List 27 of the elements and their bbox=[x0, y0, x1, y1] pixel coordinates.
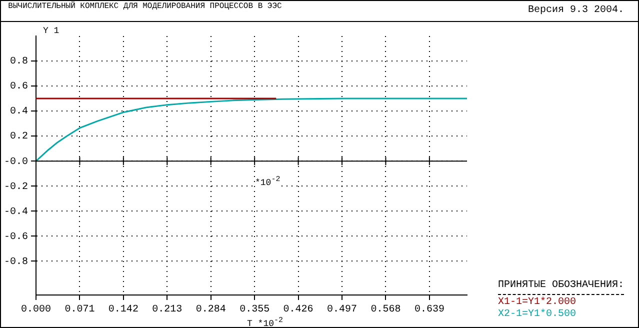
x-tick-label: 0.213 bbox=[152, 304, 182, 316]
x-tick-label: 0.497 bbox=[327, 304, 358, 316]
y-tick-label: 0.2 bbox=[10, 132, 28, 143]
chart-title: ВЫЧИСЛИТЕЛЬНЫЙ КОМПЛЕКС ДЛЯ МОДЕЛИРОВАНИЯ ПРОЦЕССОВ В ЭЭС bbox=[7, 2, 283, 11]
text: X2-1=Y1*0.500 bbox=[498, 309, 577, 321]
y-tick-label: 0.6 bbox=[10, 82, 28, 93]
y-tick-label: 0.8 bbox=[10, 56, 28, 68]
y-tick-label: -0.2 bbox=[4, 182, 28, 193]
x-tick-label: 0.639 bbox=[414, 304, 444, 316]
x-tick-label: 0.355 bbox=[240, 304, 270, 316]
y-tick-label: -0.4 bbox=[4, 206, 28, 218]
y-tick-label: 0.4 bbox=[10, 106, 28, 118]
y-tick-label: -0.6 bbox=[4, 232, 28, 243]
y-tick-label: -0.0 bbox=[4, 156, 28, 168]
x-tick-label: 0.284 bbox=[196, 304, 226, 316]
y-tick-label: -0.8 bbox=[4, 256, 28, 268]
legend-title: ПРИНЯТЫЕ ОБОЗНАЧЕНИЯ: bbox=[498, 280, 624, 295]
x-tick-label: 0.000 bbox=[20, 304, 52, 316]
x-tick-label: 0.568 bbox=[370, 304, 401, 316]
annotation: *10$^{-2}$ bbox=[255, 175, 280, 188]
y-axis-title: Y 1 bbox=[43, 26, 60, 36]
x-tick-label: 0.426 bbox=[283, 304, 314, 316]
x-axis-title: T *10$^{-2}$ bbox=[247, 316, 284, 328]
x-tick-label: 0.142 bbox=[108, 304, 138, 316]
x-tick-label: 0.071 bbox=[64, 304, 95, 316]
text: X1-1=Y1*2.000 bbox=[498, 297, 577, 308]
text: Версия 9.3 2004. bbox=[528, 5, 624, 16]
